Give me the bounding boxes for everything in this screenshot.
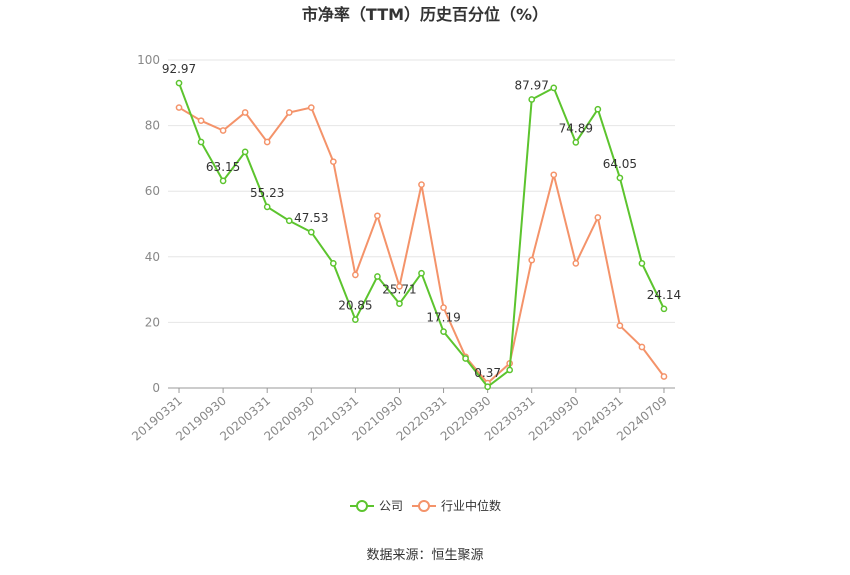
- data-label: 0.37: [474, 366, 501, 380]
- y-axis: 0 20 40 60 80 100: [137, 53, 160, 395]
- legend-label: 公司: [379, 499, 403, 513]
- data-label: 20.85: [338, 299, 372, 313]
- data-label: 55.23: [250, 186, 284, 200]
- data-point: [329, 260, 337, 267]
- data-point: [241, 109, 249, 116]
- data-point: [660, 305, 668, 313]
- data-point: [440, 304, 447, 311]
- data-point: [506, 366, 514, 374]
- data-point: [484, 383, 491, 391]
- data-label: 17.19: [426, 311, 460, 325]
- data-point: [594, 214, 602, 221]
- data-point: [396, 300, 403, 308]
- chart-title: 市净率（TTM）历史百分位（%）: [302, 5, 548, 24]
- data-point: [197, 138, 205, 146]
- data-point: [528, 96, 536, 103]
- legend-label: 行业中位数: [441, 498, 501, 513]
- legend-item[interactable]: 公司: [350, 499, 403, 513]
- data-point: [572, 260, 580, 267]
- data-point: [616, 174, 624, 182]
- data-point: [550, 171, 558, 179]
- data-point: [550, 84, 558, 92]
- series-layer: [175, 79, 668, 391]
- data-point: [219, 177, 227, 185]
- data-point: [329, 158, 337, 166]
- data-point: [263, 203, 271, 211]
- data-point: [418, 181, 425, 188]
- data-point: [197, 117, 205, 125]
- data-point: [307, 104, 315, 111]
- data-label: 47.53: [294, 211, 328, 225]
- data-point: [440, 328, 447, 335]
- data-point: [594, 105, 602, 113]
- data-label: 87.97: [515, 78, 549, 92]
- data-label: 25.71: [382, 283, 416, 297]
- legend[interactable]: 公司 行业中位数: [350, 498, 501, 513]
- data-point: [638, 343, 646, 351]
- data-label: 24.14: [647, 288, 681, 302]
- y-tick-label: 80: [145, 119, 160, 133]
- data-point: [374, 273, 381, 280]
- y-tick-label: 20: [145, 315, 160, 329]
- data-point: [352, 316, 359, 323]
- data-point: [219, 127, 227, 134]
- data-point: [462, 355, 469, 362]
- y-tick-label: 40: [145, 250, 160, 264]
- data-point: [241, 148, 249, 156]
- data-labels: 92.97 63.15 55.23 47.53 20.85 25.71 17.19 0.37 8…: [162, 62, 681, 380]
- legend-marker: [356, 500, 368, 512]
- data-label: 92.97: [162, 62, 196, 76]
- data-point: [660, 373, 668, 380]
- legend-marker: [418, 500, 430, 512]
- data-point: [572, 139, 580, 146]
- data-point: [352, 271, 359, 279]
- x-axis: 2019033120190930202003312020093020210331…: [129, 387, 675, 444]
- y-tick-label: 0: [152, 381, 160, 395]
- series-line: [178, 106, 665, 385]
- source-note: 数据来源：恒生聚源: [366, 548, 483, 563]
- data-point: [616, 322, 624, 330]
- data-point: [418, 269, 425, 277]
- data-point: [175, 104, 183, 111]
- y-tick-label: 60: [145, 184, 160, 198]
- legend-item[interactable]: 行业中位数: [412, 498, 501, 513]
- data-point: [175, 79, 183, 87]
- data-point: [528, 256, 536, 264]
- data-point: [396, 282, 403, 290]
- data-point: [638, 260, 646, 267]
- data-point: [285, 217, 293, 225]
- data-point: [374, 212, 381, 220]
- y-tick-label: 100: [137, 53, 160, 67]
- gridlines: [168, 59, 675, 323]
- data-label: 74.89: [559, 121, 593, 135]
- data-label: 64.05: [603, 157, 637, 171]
- data-point: [307, 228, 315, 236]
- data-label: 63.15: [206, 160, 240, 174]
- data-point: [263, 138, 271, 146]
- data-point: [285, 109, 293, 116]
